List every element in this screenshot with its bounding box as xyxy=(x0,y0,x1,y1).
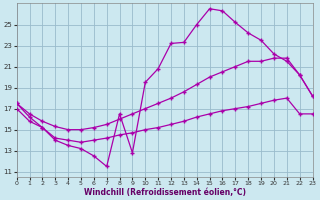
X-axis label: Windchill (Refroidissement éolien,°C): Windchill (Refroidissement éolien,°C) xyxy=(84,188,245,197)
